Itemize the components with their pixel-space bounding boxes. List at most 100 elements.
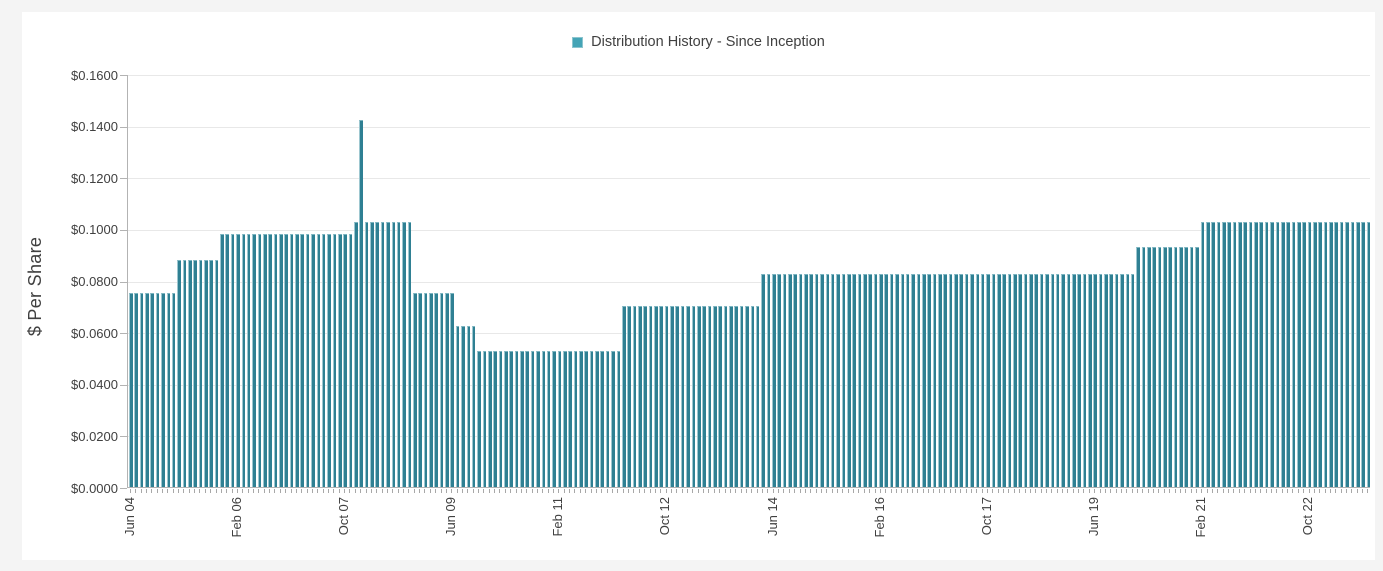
distribution-bar[interactable]: [246, 234, 251, 487]
distribution-bar[interactable]: [686, 306, 690, 487]
distribution-bar[interactable]: [1002, 274, 1006, 487]
distribution-bar[interactable]: [1238, 222, 1242, 487]
distribution-bar[interactable]: [959, 274, 964, 487]
distribution-bar[interactable]: [1227, 222, 1231, 487]
distribution-bar[interactable]: [134, 293, 138, 487]
distribution-bar[interactable]: [814, 274, 819, 487]
distribution-bar[interactable]: [375, 222, 380, 487]
distribution-bar[interactable]: [514, 351, 519, 487]
distribution-bar[interactable]: [1173, 246, 1178, 487]
distribution-bar[interactable]: [825, 274, 830, 487]
distribution-bar[interactable]: [600, 351, 605, 487]
distribution-bar[interactable]: [1264, 222, 1269, 487]
distribution-bar[interactable]: [670, 306, 674, 487]
distribution-bar[interactable]: [1366, 222, 1371, 487]
distribution-bar[interactable]: [1007, 274, 1012, 487]
distribution-bar[interactable]: [1286, 222, 1290, 487]
distribution-bar[interactable]: [734, 306, 739, 487]
distribution-bar[interactable]: [696, 306, 701, 487]
distribution-bar[interactable]: [220, 234, 224, 487]
distribution-bar[interactable]: [1168, 246, 1172, 487]
distribution-bar[interactable]: [1189, 246, 1194, 487]
distribution-bar[interactable]: [627, 306, 631, 487]
distribution-bar[interactable]: [450, 293, 455, 487]
distribution-bar[interactable]: [568, 351, 572, 487]
distribution-bar[interactable]: [1109, 274, 1114, 487]
distribution-bar[interactable]: [739, 306, 744, 487]
distribution-bar[interactable]: [863, 274, 867, 487]
distribution-bar[interactable]: [1195, 246, 1199, 487]
distribution-bar[interactable]: [841, 274, 846, 487]
distribution-bar[interactable]: [1104, 274, 1108, 487]
distribution-bar[interactable]: [605, 351, 610, 487]
distribution-bar[interactable]: [664, 306, 669, 487]
distribution-bar[interactable]: [873, 274, 878, 487]
distribution-bar[interactable]: [1082, 274, 1087, 487]
distribution-bar[interactable]: [595, 351, 599, 487]
distribution-bar[interactable]: [680, 306, 685, 487]
distribution-bar[interactable]: [884, 274, 889, 487]
distribution-bar[interactable]: [584, 351, 588, 487]
distribution-bar[interactable]: [396, 222, 401, 487]
distribution-bar[interactable]: [911, 274, 915, 487]
distribution-bar[interactable]: [927, 274, 931, 487]
distribution-bar[interactable]: [439, 293, 444, 487]
distribution-bar[interactable]: [745, 306, 749, 487]
distribution-bar[interactable]: [482, 351, 487, 487]
distribution-bar[interactable]: [846, 274, 851, 487]
distribution-bar[interactable]: [1318, 222, 1323, 487]
distribution-bar[interactable]: [193, 259, 197, 487]
distribution-bar[interactable]: [889, 274, 894, 487]
distribution-bar[interactable]: [1061, 274, 1065, 487]
distribution-bar[interactable]: [777, 274, 781, 487]
distribution-bar[interactable]: [1334, 222, 1339, 487]
distribution-bar[interactable]: [916, 274, 921, 487]
distribution-bar[interactable]: [766, 274, 771, 487]
distribution-bar[interactable]: [1039, 274, 1044, 487]
distribution-bar[interactable]: [129, 293, 133, 487]
distribution-bar[interactable]: [466, 325, 471, 487]
distribution-bar[interactable]: [691, 306, 696, 487]
distribution-bar[interactable]: [1350, 222, 1355, 487]
distribution-bar[interactable]: [364, 222, 369, 487]
distribution-bar[interactable]: [434, 293, 438, 487]
distribution-bar[interactable]: [996, 274, 1001, 487]
distribution-bar[interactable]: [1313, 222, 1317, 487]
distribution-bar[interactable]: [1055, 274, 1060, 487]
distribution-bar[interactable]: [429, 293, 433, 487]
distribution-bar[interactable]: [204, 259, 208, 487]
distribution-bar[interactable]: [921, 274, 926, 487]
distribution-bar[interactable]: [980, 274, 985, 487]
distribution-bar[interactable]: [380, 222, 385, 487]
distribution-bar[interactable]: [611, 351, 615, 487]
distribution-bar[interactable]: [370, 222, 374, 487]
distribution-bar[interactable]: [461, 325, 465, 487]
distribution-bar[interactable]: [1023, 274, 1028, 487]
distribution-bar[interactable]: [455, 325, 460, 487]
distribution-bar[interactable]: [579, 351, 583, 487]
distribution-bar[interactable]: [975, 274, 980, 487]
distribution-bar[interactable]: [300, 234, 305, 487]
distribution-bar[interactable]: [289, 234, 294, 487]
distribution-bar[interactable]: [1098, 274, 1103, 487]
distribution-bar[interactable]: [321, 234, 326, 487]
distribution-bar[interactable]: [257, 234, 262, 487]
distribution-bar[interactable]: [964, 274, 969, 487]
distribution-bar[interactable]: [423, 293, 428, 487]
distribution-bar[interactable]: [557, 351, 562, 487]
distribution-bar[interactable]: [279, 234, 283, 487]
distribution-bar[interactable]: [798, 274, 803, 487]
distribution-bar[interactable]: [391, 222, 396, 487]
distribution-bar[interactable]: [412, 293, 417, 487]
distribution-bar[interactable]: [729, 306, 733, 487]
distribution-bar[interactable]: [900, 274, 905, 487]
distribution-bar[interactable]: [241, 234, 246, 487]
distribution-bar[interactable]: [262, 234, 267, 487]
distribution-bar[interactable]: [621, 306, 626, 487]
distribution-bar[interactable]: [793, 274, 797, 487]
distribution-bar[interactable]: [938, 274, 942, 487]
distribution-bar[interactable]: [707, 306, 712, 487]
distribution-bar[interactable]: [1345, 222, 1349, 487]
distribution-bar[interactable]: [1141, 246, 1146, 487]
distribution-bar[interactable]: [1355, 222, 1360, 487]
